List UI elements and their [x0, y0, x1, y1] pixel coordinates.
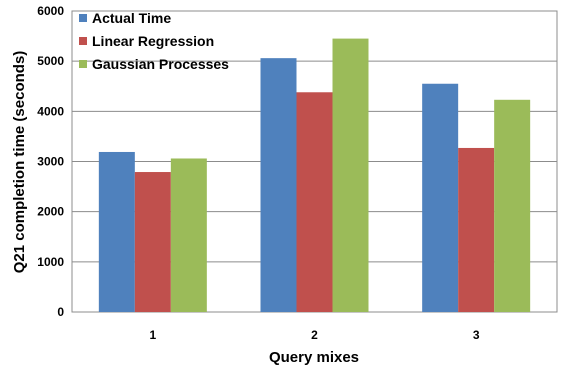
x-axis-title: Query mixes — [269, 349, 359, 366]
x-tick-label: 3 — [473, 328, 480, 342]
legend-swatch — [79, 37, 87, 45]
x-tick-labels: 1 2 3 — [149, 328, 479, 342]
bar-gaussian-processes-2 — [332, 38, 369, 312]
y-tick-label: 1000 — [37, 255, 64, 269]
x-tick-label: 2 — [311, 328, 318, 342]
bar-actual-time-3 — [422, 83, 459, 312]
y-tick-label: 5000 — [37, 54, 64, 68]
bar-actual-time-1 — [98, 151, 135, 312]
bar-linear-regression-1 — [134, 172, 171, 312]
y-tick-labels: 0 1000 2000 3000 4000 5000 6000 — [37, 4, 64, 319]
legend-label: Linear Regression — [92, 33, 214, 49]
y-tick-label: 4000 — [37, 104, 64, 118]
y-tick-label: 3000 — [37, 155, 64, 169]
legend-label: Gaussian Processes — [92, 56, 229, 72]
y-axis-title: Q21 completion time (seconds) — [11, 51, 28, 274]
y-tick-label: 6000 — [37, 4, 64, 18]
bar-gaussian-processes-1 — [170, 158, 207, 312]
legend-swatch — [79, 14, 87, 22]
bar-actual-time-2 — [260, 58, 297, 313]
bars — [98, 38, 531, 313]
x-tick-label: 1 — [149, 328, 156, 342]
legend-swatch — [79, 60, 87, 68]
bar-linear-regression-2 — [296, 92, 333, 313]
bar-gaussian-processes-3 — [494, 99, 531, 312]
bar-linear-regression-3 — [458, 147, 495, 312]
y-tick-label: 0 — [57, 305, 64, 319]
legend: Actual Time Linear Regression Gaussian Pro… — [79, 10, 229, 72]
y-tick-label: 2000 — [37, 205, 64, 219]
legend-label: Actual Time — [92, 10, 171, 26]
